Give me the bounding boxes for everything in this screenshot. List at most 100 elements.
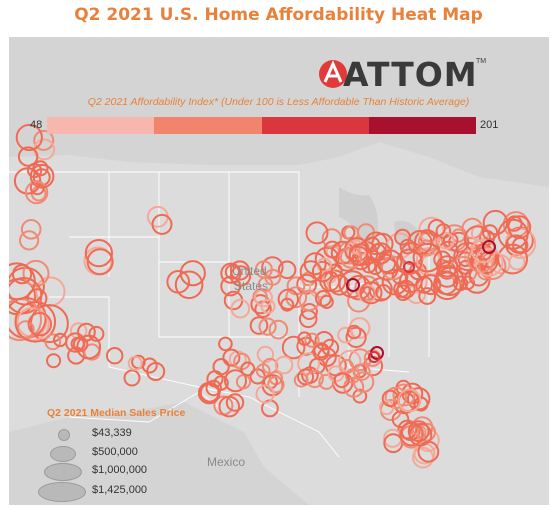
metro-marker[interactable] xyxy=(474,247,504,277)
metro-marker[interactable] xyxy=(418,239,436,257)
metro-marker[interactable] xyxy=(141,357,158,374)
metro-marker[interactable] xyxy=(412,242,443,273)
metro-marker[interactable] xyxy=(229,260,250,281)
metro-marker[interactable] xyxy=(255,384,275,404)
metro-marker[interactable] xyxy=(106,347,124,365)
metro-marker[interactable] xyxy=(364,236,381,253)
metro-marker[interactable] xyxy=(368,351,380,363)
metro-marker[interactable] xyxy=(261,357,279,375)
metro-marker[interactable] xyxy=(261,256,284,279)
metro-marker[interactable] xyxy=(346,324,362,340)
metro-marker[interactable] xyxy=(146,362,166,381)
metro-marker[interactable] xyxy=(86,248,114,276)
metro-marker[interactable] xyxy=(352,371,375,393)
metro-marker[interactable] xyxy=(277,260,297,280)
metro-marker[interactable] xyxy=(199,382,220,403)
metro-marker[interactable] xyxy=(482,240,496,254)
metro-marker[interactable] xyxy=(399,238,416,255)
metro-marker[interactable] xyxy=(274,355,294,375)
metro-marker[interactable] xyxy=(73,336,89,352)
metro-marker[interactable] xyxy=(212,358,230,376)
city-markers[interactable] xyxy=(9,123,537,469)
metro-marker[interactable] xyxy=(256,345,275,364)
metro-marker[interactable] xyxy=(418,287,437,305)
metro-marker[interactable] xyxy=(33,129,55,151)
metro-marker[interactable] xyxy=(260,298,276,314)
metro-marker[interactable] xyxy=(240,361,256,377)
metro-marker[interactable] xyxy=(220,275,241,297)
metro-marker[interactable] xyxy=(379,399,395,416)
metro-marker[interactable] xyxy=(312,343,330,361)
metro-marker[interactable] xyxy=(321,338,340,357)
metro-marker[interactable] xyxy=(337,326,354,344)
metro-marker[interactable] xyxy=(281,335,306,360)
metro-marker[interactable] xyxy=(268,319,289,340)
metro-marker[interactable] xyxy=(267,375,285,394)
metro-marker[interactable] xyxy=(166,270,190,294)
metro-marker[interactable] xyxy=(397,419,418,440)
metro-marker[interactable] xyxy=(249,316,269,335)
metro-marker[interactable] xyxy=(29,163,55,189)
metro-marker[interactable] xyxy=(305,221,329,245)
metro-marker[interactable] xyxy=(391,410,410,429)
metro-marker[interactable] xyxy=(296,273,318,295)
metro-marker[interactable] xyxy=(333,372,350,389)
metro-marker[interactable] xyxy=(84,239,114,268)
metro-marker[interactable] xyxy=(321,228,342,249)
metro-marker[interactable] xyxy=(345,326,367,348)
metro-marker[interactable] xyxy=(305,369,324,389)
metro-marker[interactable] xyxy=(299,260,322,283)
metro-marker[interactable] xyxy=(174,270,204,300)
metro-marker[interactable] xyxy=(213,375,229,391)
metro-marker[interactable] xyxy=(377,249,403,275)
metro-marker[interactable] xyxy=(304,332,320,348)
metro-marker[interactable] xyxy=(65,332,86,353)
metro-marker[interactable] xyxy=(508,253,526,271)
metro-marker[interactable] xyxy=(359,281,383,305)
metro-marker[interactable] xyxy=(220,262,242,284)
metro-marker[interactable] xyxy=(19,230,40,251)
metro-marker[interactable] xyxy=(298,289,320,312)
metro-marker[interactable] xyxy=(27,312,52,337)
metro-marker[interactable] xyxy=(407,420,430,443)
metro-marker[interactable] xyxy=(339,246,363,269)
metro-marker[interactable] xyxy=(403,261,415,273)
metro-marker[interactable] xyxy=(461,217,484,240)
metro-marker[interactable] xyxy=(9,277,43,315)
metro-marker[interactable] xyxy=(328,274,350,296)
metro-marker[interactable] xyxy=(235,374,252,390)
metro-marker[interactable] xyxy=(222,348,241,367)
metro-marker[interactable] xyxy=(297,331,312,346)
metro-marker[interactable] xyxy=(20,219,42,240)
metro-marker[interactable] xyxy=(375,284,392,301)
metro-marker[interactable] xyxy=(512,236,529,254)
us-map[interactable] xyxy=(9,37,549,505)
metro-marker[interactable] xyxy=(14,301,57,343)
metro-marker[interactable] xyxy=(433,270,459,295)
metro-marker[interactable] xyxy=(123,369,141,387)
metro-marker[interactable] xyxy=(151,213,173,235)
metro-marker[interactable] xyxy=(353,363,371,381)
metro-marker[interactable] xyxy=(12,264,33,285)
metro-marker[interactable] xyxy=(127,355,143,371)
metro-marker[interactable] xyxy=(397,388,422,413)
metro-marker[interactable] xyxy=(280,297,295,312)
metro-marker[interactable] xyxy=(88,325,105,342)
metro-marker[interactable] xyxy=(348,243,372,267)
metro-marker[interactable] xyxy=(297,368,315,386)
metro-marker[interactable] xyxy=(285,286,308,309)
metro-marker[interactable] xyxy=(225,393,245,412)
metro-marker[interactable] xyxy=(205,379,222,397)
metro-marker[interactable] xyxy=(384,386,407,409)
metro-marker[interactable] xyxy=(44,333,62,351)
metro-marker[interactable] xyxy=(258,317,277,336)
metro-marker[interactable] xyxy=(17,146,39,167)
metro-marker[interactable] xyxy=(413,396,429,412)
metro-marker[interactable] xyxy=(179,260,206,287)
metro-marker[interactable] xyxy=(436,232,455,250)
metro-marker[interactable] xyxy=(415,275,434,294)
metro-marker[interactable] xyxy=(230,298,251,319)
metro-marker[interactable] xyxy=(22,259,50,287)
metro-marker[interactable] xyxy=(15,123,43,152)
metro-marker[interactable] xyxy=(24,180,49,205)
